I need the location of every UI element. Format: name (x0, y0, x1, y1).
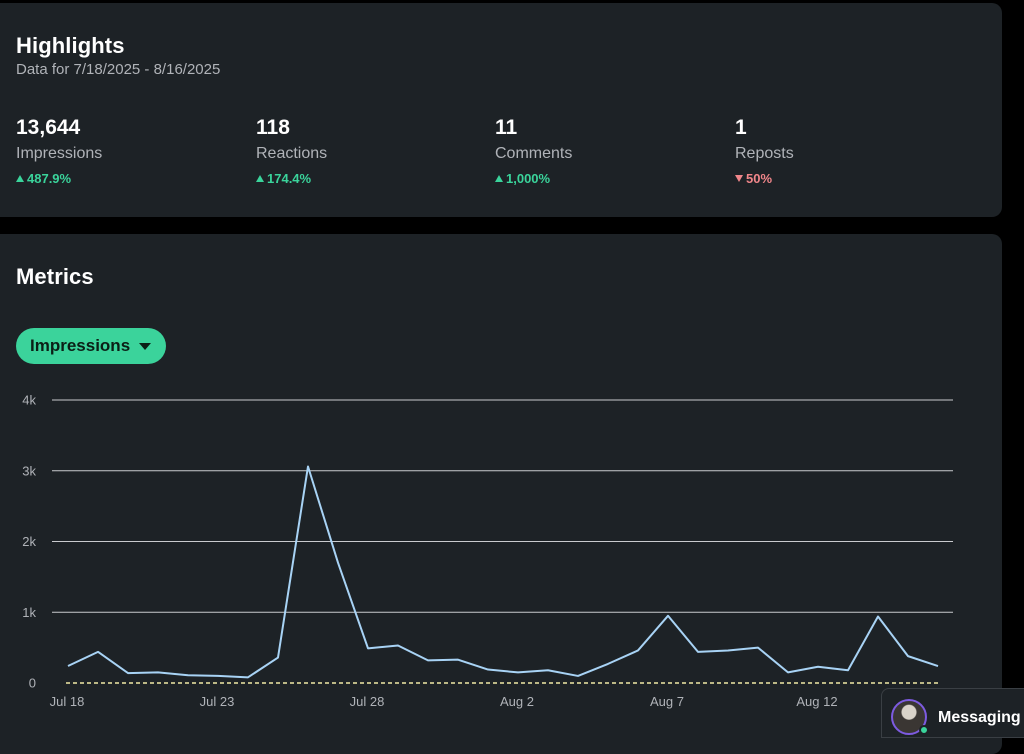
metric-select-label: Impressions (30, 336, 131, 355)
stat-change-value: 174.4% (267, 171, 312, 186)
stat-label: Reactions (256, 145, 328, 162)
stat-change: 487.9% (16, 171, 236, 186)
messaging-bar[interactable]: Messaging (881, 688, 1024, 738)
stat-change-value: 1,000% (506, 171, 551, 186)
stat-label: Reposts (735, 145, 794, 162)
caret-down-icon (139, 342, 152, 350)
triangle-down-icon (735, 175, 743, 182)
stat-label: Comments (495, 145, 573, 162)
y-tick-label: 0 (29, 676, 36, 691)
stat-value: 11 (495, 116, 518, 139)
stat-reactions: 118 Reactions 174.4% (256, 115, 476, 186)
stat-change: 1,000% (495, 171, 715, 186)
stat-value: 1 (735, 116, 747, 139)
stat-change: 50% (735, 171, 955, 186)
metrics-title: Metrics (16, 264, 94, 289)
stat-impressions: 13,644 Impressions 487.9% (16, 115, 236, 186)
x-tick-label: Jul 23 (200, 694, 235, 709)
stat-value: 13,644 (16, 116, 81, 139)
stat-reposts: 1 Reposts 50% (735, 115, 955, 186)
y-tick-label: 3k (22, 463, 36, 478)
stat-change-value: 487.9% (27, 171, 72, 186)
impressions-line-chart: 0 1k 2k 3k 4k Jul 18 Jul 23 Jul 28 Aug 2 Aug 7 Aug… (22, 393, 953, 709)
date-range-subtitle: Data for 7/18/2025 - 8/16/2025 (16, 61, 221, 78)
x-tick-label: Aug 12 (796, 694, 837, 709)
online-status-icon (919, 725, 929, 735)
stat-change-value: 50% (746, 171, 773, 186)
stat-value: 118 (256, 116, 290, 139)
messaging-label: Messaging (938, 709, 1021, 726)
y-tick-label: 2k (22, 534, 36, 549)
triangle-up-icon (256, 175, 264, 182)
highlights-title: Highlights (16, 33, 125, 58)
stat-label: Impressions (16, 145, 103, 162)
stat-comments: 11 Comments 1,000% (495, 115, 715, 186)
impressions-series-line (67, 465, 939, 679)
x-tick-label: Jul 18 (50, 694, 85, 709)
x-tick-label: Aug 7 (650, 694, 684, 709)
x-tick-label: Aug 2 (500, 694, 534, 709)
y-tick-label: 4k (22, 393, 36, 408)
stat-change: 174.4% (256, 171, 476, 186)
highlights-card: Highlights Data for 7/18/2025 - 8/16/202… (0, 3, 1002, 217)
triangle-up-icon (495, 175, 503, 182)
metrics-card: Metrics Impressions (0, 234, 1002, 754)
x-tick-label: Jul 28 (350, 694, 385, 709)
y-tick-label: 1k (22, 605, 36, 620)
triangle-up-icon (16, 175, 24, 182)
metric-select-dropdown[interactable]: Impressions (16, 328, 167, 364)
